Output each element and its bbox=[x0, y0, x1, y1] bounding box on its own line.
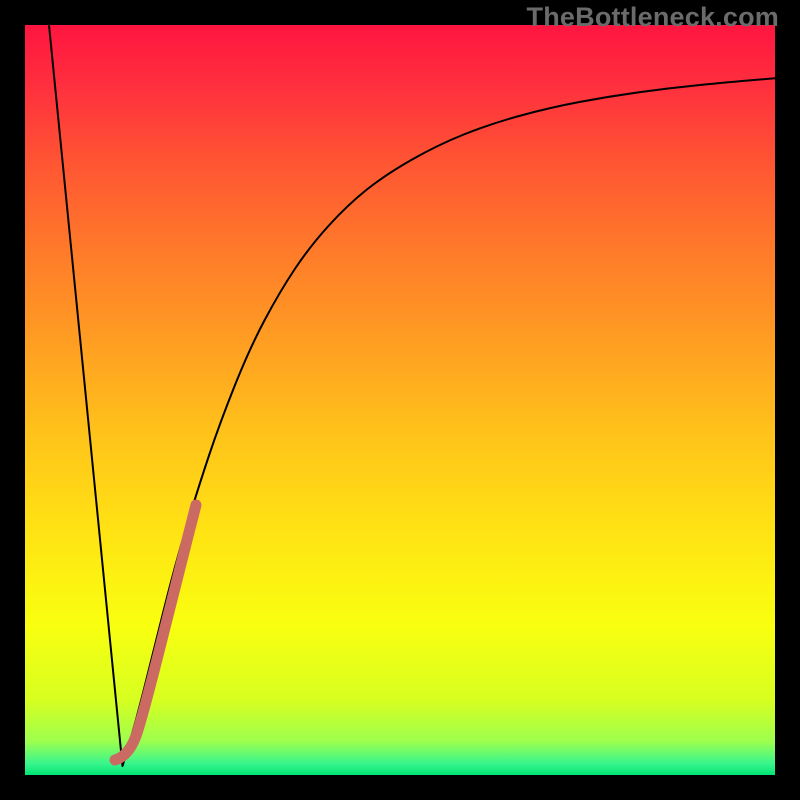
bottleneck-chart bbox=[0, 0, 800, 800]
chart-container: TheBottleneck.com bbox=[0, 0, 800, 800]
watermark-text: TheBottleneck.com bbox=[527, 2, 779, 33]
plot-background bbox=[25, 25, 775, 775]
